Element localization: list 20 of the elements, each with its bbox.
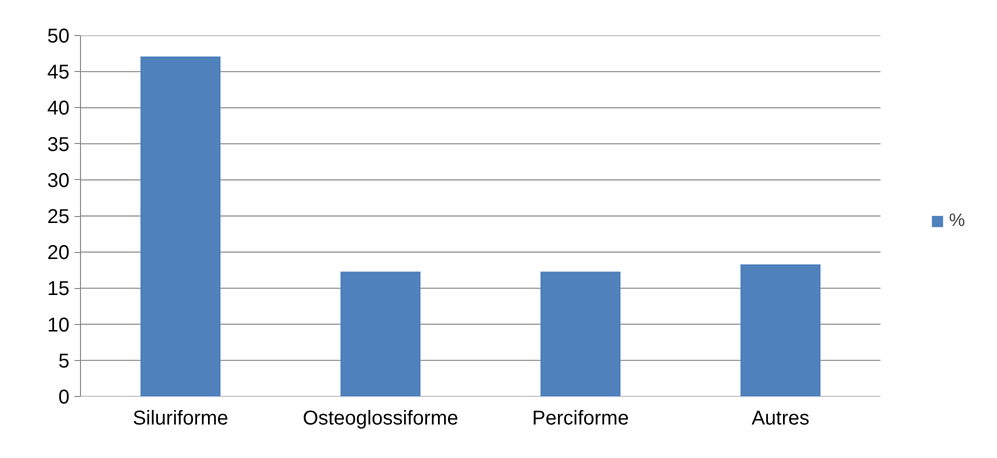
legend-label: % xyxy=(949,210,966,231)
y-tick-label: 50 xyxy=(47,26,70,48)
y-tick-label: 35 xyxy=(47,134,70,156)
bar xyxy=(740,264,820,396)
y-tick-label: 45 xyxy=(47,62,70,84)
x-tick-label: Osteoglossiforme xyxy=(302,408,458,430)
x-tick-label: Autres xyxy=(752,408,810,430)
bar xyxy=(340,272,420,396)
y-tick-label: 40 xyxy=(47,98,70,120)
y-tick-label: 0 xyxy=(58,386,70,408)
x-tick-label: Perciforme xyxy=(532,408,629,430)
y-tick-label: 25 xyxy=(47,206,70,228)
y-tick-label: 30 xyxy=(47,170,70,192)
y-tick-label: 15 xyxy=(47,278,70,300)
x-tick-label: Siluriforme xyxy=(132,408,228,430)
y-tick-label: 10 xyxy=(47,314,70,336)
bar xyxy=(140,56,220,396)
y-tick-label: 20 xyxy=(47,242,70,264)
y-tick-label: 5 xyxy=(58,350,70,372)
bar xyxy=(540,272,620,396)
